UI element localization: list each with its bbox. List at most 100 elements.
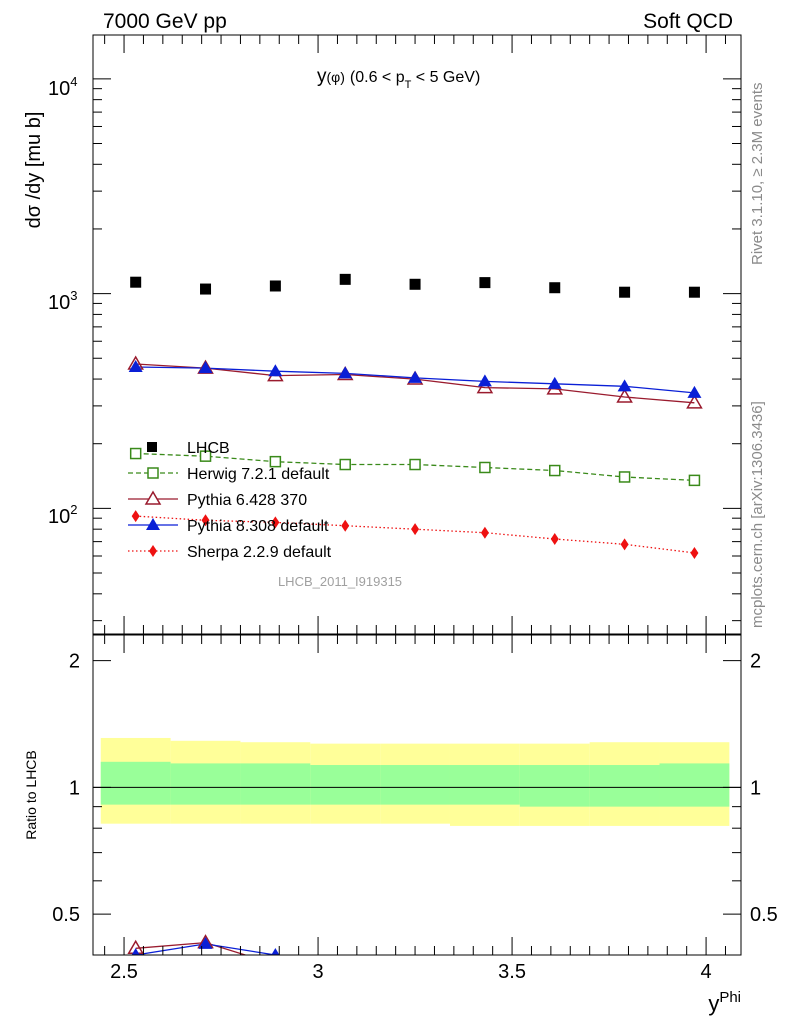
legend-entry-lhcb: LHCB xyxy=(147,440,230,457)
point-sherpa-8 xyxy=(690,546,699,559)
legend: LHCB Herwig 7.2.1 default Pythia 6.428 3… xyxy=(128,440,332,561)
point-pythia6-8 xyxy=(686,394,703,409)
ratio-point-pythia8-1 xyxy=(198,936,213,949)
point-sherpa-2 xyxy=(271,516,280,529)
series-line-herwig xyxy=(135,452,695,482)
point-LHCB-3 xyxy=(339,273,351,285)
ratio-ytick-label-left-1: 1 xyxy=(69,777,80,799)
point-pythia6-7 xyxy=(616,388,633,403)
xtick-label-3: 4 xyxy=(701,961,712,983)
mcplots-label: mcplots.cern.ch [arXiv:1306.3436] xyxy=(749,401,766,628)
xtick-label-0: 2.5 xyxy=(110,961,138,983)
ratio-point-pythia8-3 xyxy=(338,965,352,977)
watermark: LHCB_2011_I919315 xyxy=(278,574,402,589)
title-range-a: (0.6 < p xyxy=(350,69,405,86)
band-inner-0 xyxy=(100,761,171,805)
band-inner-7 xyxy=(589,765,660,807)
legend-label-pythia6: Pythia 6.428 370 xyxy=(187,492,307,509)
ratio-ytick-label-right-1: 1 xyxy=(750,777,761,799)
point-LHCB-6 xyxy=(549,282,561,294)
point-LHCB-0 xyxy=(130,276,142,288)
point-LHCB-7 xyxy=(619,286,631,298)
point-pythia6-5 xyxy=(476,379,494,394)
legend-entry-herwig: Herwig 7.2.1 default xyxy=(128,466,330,483)
legend-entry-pythia8: Pythia 8.308 default xyxy=(128,518,329,535)
point-herwig-6 xyxy=(548,464,561,477)
legend-marker-pythia6 xyxy=(144,490,162,505)
title-phi: (φ) xyxy=(327,69,345,85)
point-pythia8-3 xyxy=(338,366,353,379)
band-inner-2 xyxy=(240,763,311,805)
legend-marker-lhcb xyxy=(147,442,157,452)
legend-label-pythia8: Pythia 8.308 default xyxy=(187,518,329,535)
main-frame xyxy=(92,34,742,635)
xtick-label-2: 3.5 xyxy=(498,961,526,983)
title-range-b: < 5 GeV) xyxy=(411,69,480,86)
ratio-ytick-label-left-0: 0.5 xyxy=(52,904,80,926)
legend-label-herwig: Herwig 7.2.1 default xyxy=(187,466,330,483)
legend-marker-sherpa xyxy=(149,545,157,557)
ratio-y-axis-label: Ratio to LHCB xyxy=(23,750,39,839)
x-axis-label: yPhi xyxy=(708,989,741,1016)
point-LHCB-5 xyxy=(479,277,491,289)
ytick-label-1e3: 103 xyxy=(48,288,77,314)
main-axes xyxy=(93,35,741,634)
point-sherpa-6 xyxy=(550,532,559,545)
ytick-label-1e2: 102 xyxy=(48,502,77,528)
ratio-point-pythia6-3 xyxy=(338,967,352,979)
main-panel: LHCB_2011_I919315 y(φ) (0.6 < pT < 5 GeV)… xyxy=(23,34,742,635)
legend-marker-pythia8 xyxy=(146,518,160,530)
y-axis-label: dσ /dy [mu b] xyxy=(23,112,45,229)
point-herwig-5 xyxy=(479,461,491,474)
ratio-point-pythia8-2 xyxy=(271,948,280,955)
series-line-sherpa xyxy=(135,515,695,554)
point-LHCB-4 xyxy=(409,278,421,290)
ratio-frame xyxy=(92,634,742,956)
point-sherpa-3 xyxy=(341,519,350,532)
ytick-label-1e4: 104 xyxy=(48,74,77,100)
point-herwig-3 xyxy=(339,458,351,471)
ratio-axes: 0.5 0.5 1 1 2 2 2.5 3 3.5 4 xyxy=(52,635,778,983)
legend-marker-herwig xyxy=(147,467,159,479)
ratio-point-pythia8-0 xyxy=(131,948,140,955)
legend-entry-sherpa: Sherpa 2.2.9 default xyxy=(128,544,332,561)
point-herwig-2 xyxy=(269,455,282,468)
point-sherpa-4 xyxy=(411,523,420,536)
band-inner-1 xyxy=(170,763,241,805)
point-pythia8-0 xyxy=(128,360,143,373)
point-pythia8-8 xyxy=(687,385,702,398)
ratio-data xyxy=(93,737,741,979)
legend-entry-pythia6: Pythia 6.428 370 xyxy=(128,490,307,509)
legend-label-lhcb: LHCB xyxy=(187,440,230,457)
point-herwig-7 xyxy=(618,471,631,483)
point-pythia8-5 xyxy=(477,374,492,387)
point-herwig-0 xyxy=(129,447,142,460)
band-inner-3 xyxy=(310,765,381,805)
band-inner-4 xyxy=(380,765,450,805)
point-sherpa-7 xyxy=(620,538,629,551)
legend-label-sherpa: Sherpa 2.2.9 default xyxy=(187,544,332,561)
main-data xyxy=(127,273,703,559)
point-pythia8-4 xyxy=(408,370,423,383)
point-herwig-8 xyxy=(688,474,701,487)
ratio-ytick-label-right-2: 2 xyxy=(750,651,761,673)
point-sherpa-0 xyxy=(131,510,140,523)
plot-title: y(φ) (0.6 < pT < 5 GeV) xyxy=(317,66,480,91)
title-sub: T xyxy=(405,79,412,91)
point-pythia8-1 xyxy=(198,361,213,374)
point-LHCB-2 xyxy=(269,280,281,292)
point-herwig-1 xyxy=(199,450,212,462)
point-pythia8-7 xyxy=(617,379,632,392)
point-sherpa-1 xyxy=(201,514,210,527)
point-pythia8-2 xyxy=(268,364,283,377)
ratio-ytick-label-right-0: 0.5 xyxy=(750,904,778,926)
point-LHCB-8 xyxy=(688,286,700,298)
ratio-panel: 0.5 0.5 1 1 2 2 2.5 3 3.5 4 Ratio to LHCB yPhi xyxy=(23,634,778,1016)
header-left: 7000 GeV pp xyxy=(103,10,227,33)
title-y: y xyxy=(317,66,327,87)
point-sherpa-5 xyxy=(480,526,489,539)
xtick-label-1: 3 xyxy=(312,961,323,983)
ratio-point-pythia6-2 xyxy=(268,957,282,969)
point-herwig-4 xyxy=(409,458,421,471)
